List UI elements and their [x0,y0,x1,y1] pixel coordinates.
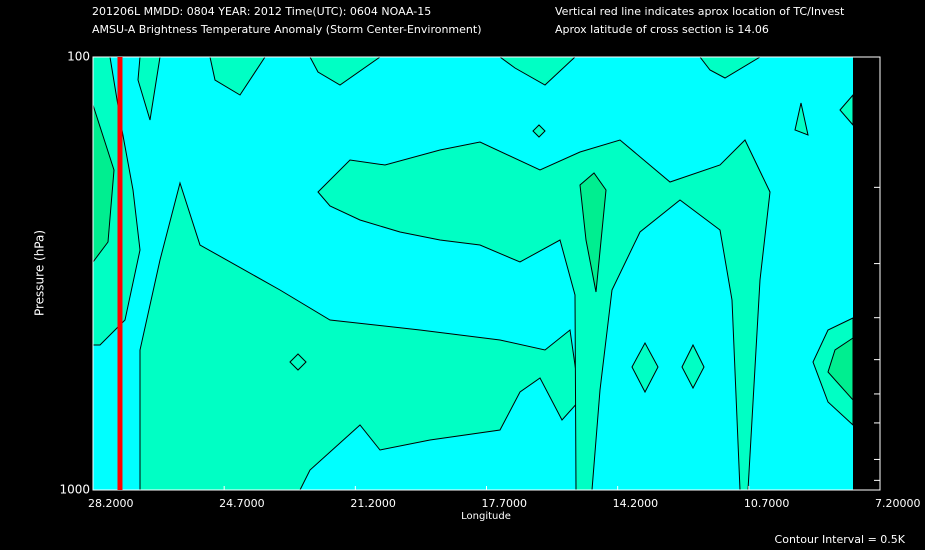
x-tick-label: 17.7000 [482,497,528,510]
y-axis-label: Pressure (hPa) [33,230,47,316]
x-tick-label: 21.2000 [350,497,396,510]
chart-title: 201206L MMDD: 0804 YEAR: 2012 Time(UTC):… [92,5,431,18]
chart-subtitle: AMSU-A Brightness Temperature Anomaly (S… [92,23,482,36]
x-tick-label: 28.2000 [88,497,134,510]
x-tick-label: 14.2000 [613,497,659,510]
contour-region [317,139,771,491]
contour-region [631,341,659,394]
missing-data [853,57,880,490]
y-tick-label: 1000 [59,483,90,497]
annotation: Vertical red line indicates aprox locati… [555,5,845,18]
contour-region [579,172,607,293]
y-tick-label: 100 [67,50,90,64]
contour-region [289,353,307,371]
x-tick-label: 24.7000 [219,497,265,510]
contour-region [794,102,809,136]
x-axis-label: Longitude [461,511,511,522]
annotation: Aprox latitude of cross section is 14.06 [555,23,769,36]
contour-field [92,56,881,491]
contour-region [681,343,705,390]
x-tick-label: 10.7000 [744,497,790,510]
contour-region [92,56,141,346]
contour-region [532,124,546,138]
footnote: Contour Interval = 0.5K [775,533,906,546]
x-tick-label: 7.20000 [875,497,921,510]
